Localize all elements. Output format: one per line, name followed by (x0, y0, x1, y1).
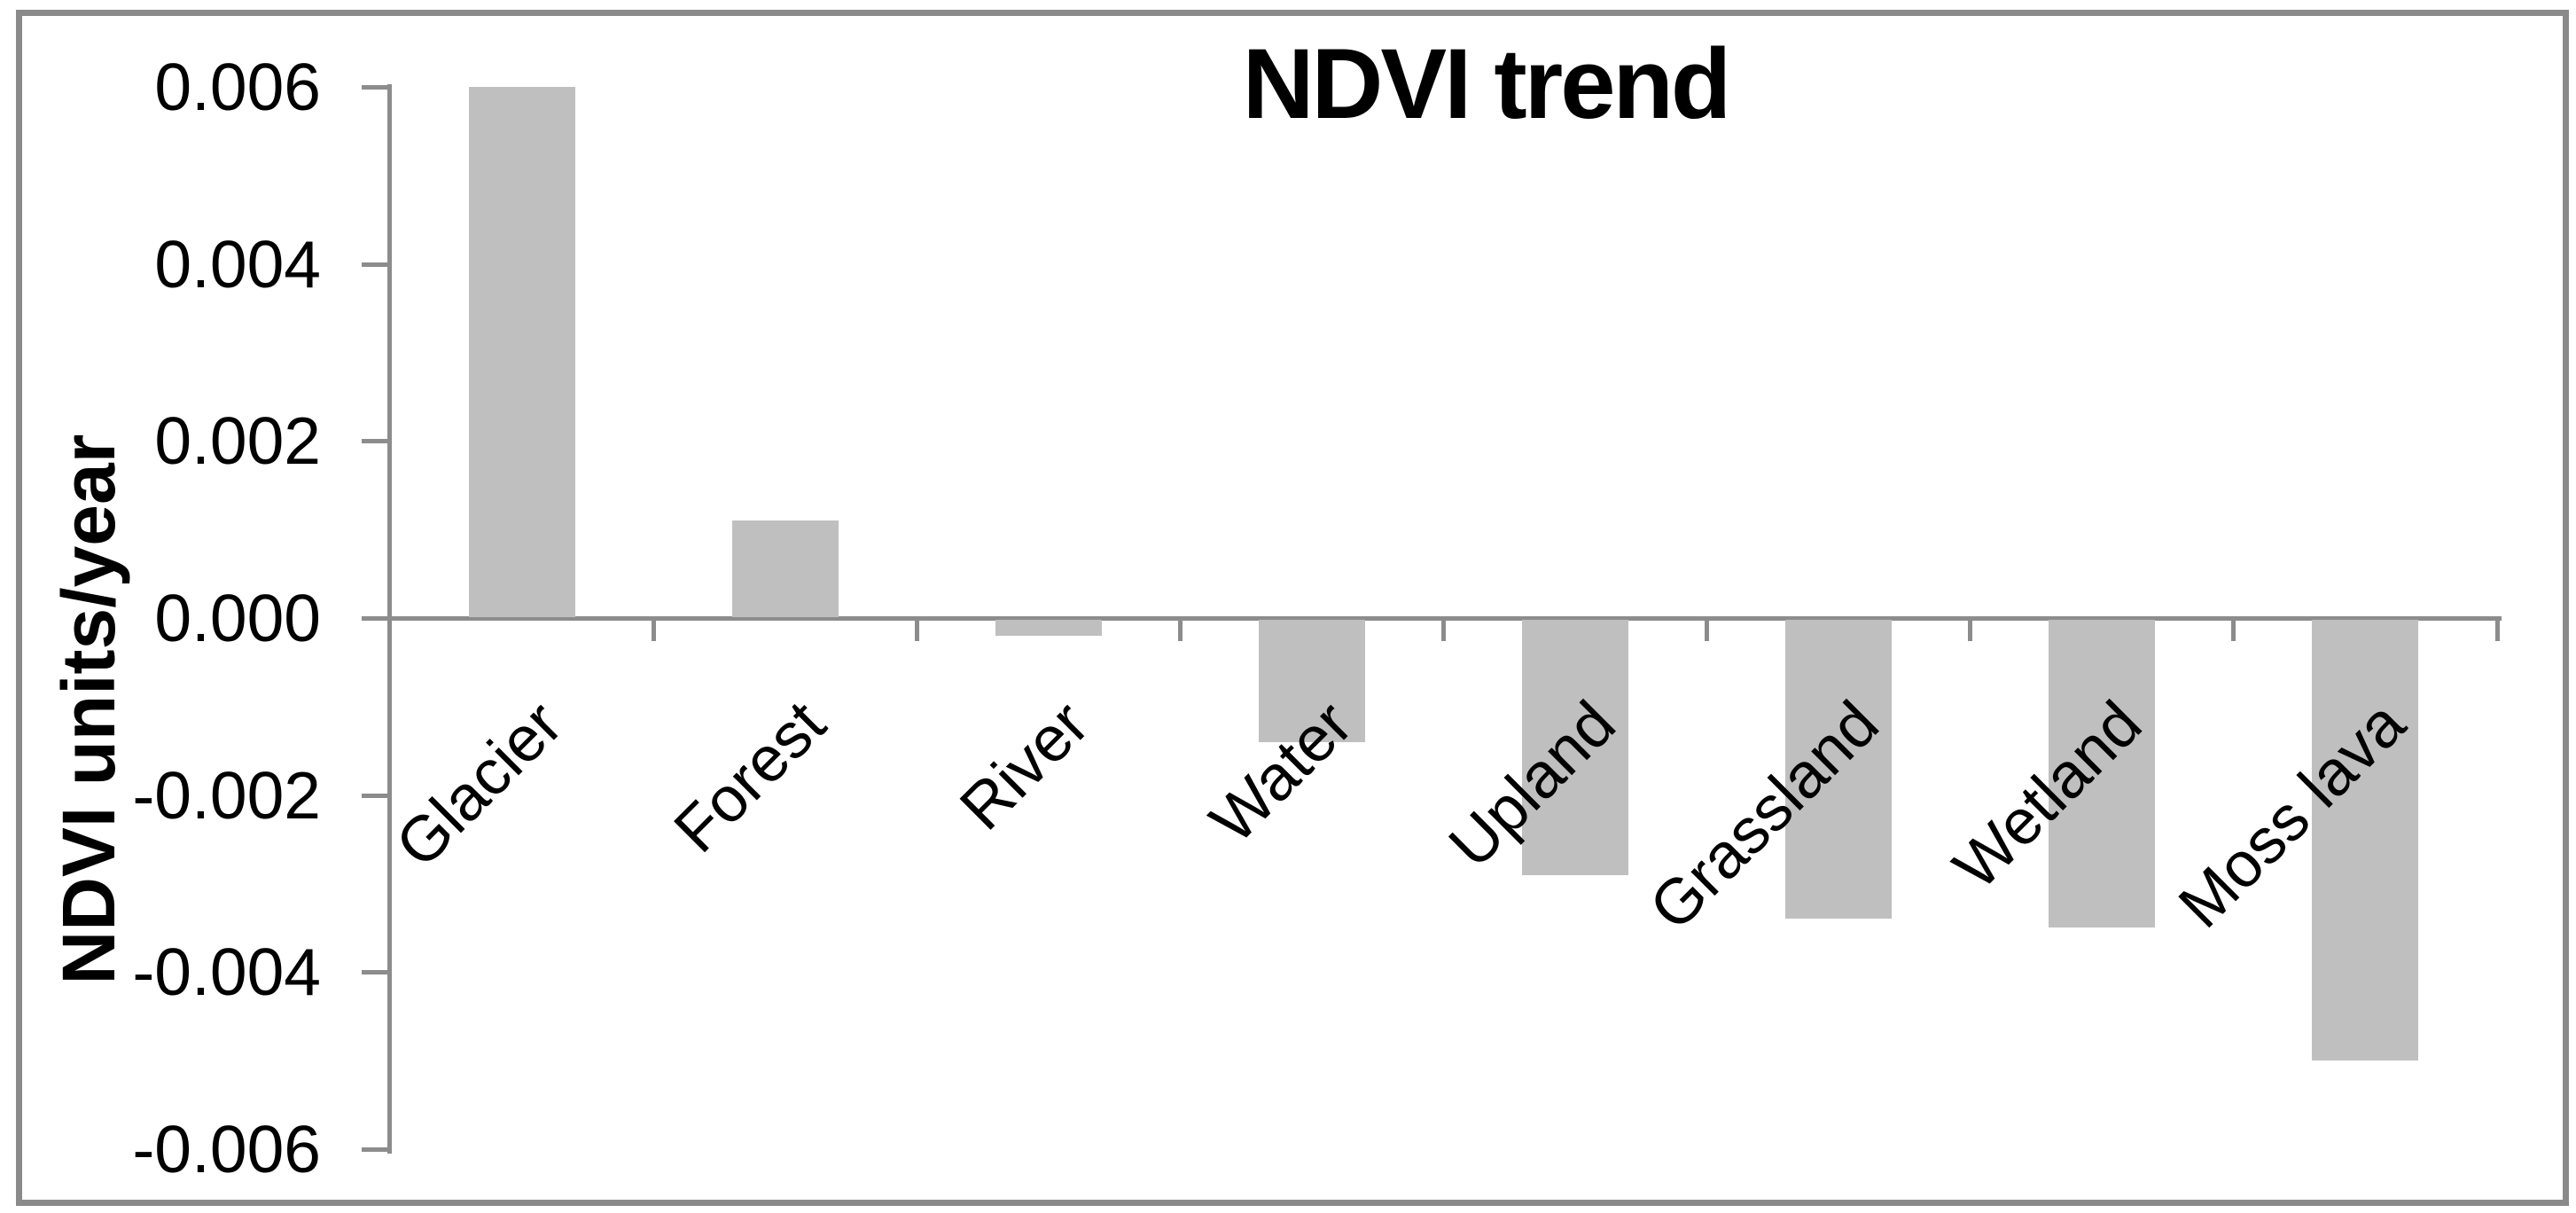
bar (995, 620, 1102, 636)
x-tick-mark (651, 618, 656, 641)
x-tick-mark (1441, 618, 1446, 641)
y-tick-mark (362, 262, 392, 267)
x-tick-mark (1705, 618, 1710, 641)
bar (1258, 620, 1365, 742)
y-tick-mark (362, 793, 392, 798)
y-tick-mark (362, 1146, 392, 1152)
chart-title: NDVI trend (1242, 28, 1732, 139)
bar (1522, 620, 1629, 875)
x-tick-mark (2231, 618, 2236, 641)
y-tick-label: 0.004 (154, 226, 321, 301)
y-tick-label: 0.006 (154, 50, 321, 124)
y-tick-label: -0.006 (132, 1111, 321, 1186)
chart-frame-border (16, 10, 2569, 1206)
y-tick-label: -0.002 (132, 757, 321, 833)
bar (1785, 620, 1893, 920)
x-tick-mark (2494, 618, 2500, 641)
y-tick-label: 0.000 (154, 581, 321, 655)
y-tick-mark (362, 439, 392, 444)
bar (2049, 620, 2156, 928)
y-tick-label: -0.004 (132, 935, 321, 1010)
y-tick-mark (362, 970, 392, 975)
y-tick-mark (362, 85, 392, 90)
x-tick-mark (1177, 618, 1183, 641)
y-tick-mark (362, 616, 392, 621)
bar (468, 87, 575, 617)
bar (731, 520, 839, 617)
x-tick-mark (914, 618, 919, 641)
bar (2312, 620, 2419, 1061)
x-tick-mark (1968, 618, 1973, 641)
y-tick-label: 0.002 (154, 403, 321, 479)
